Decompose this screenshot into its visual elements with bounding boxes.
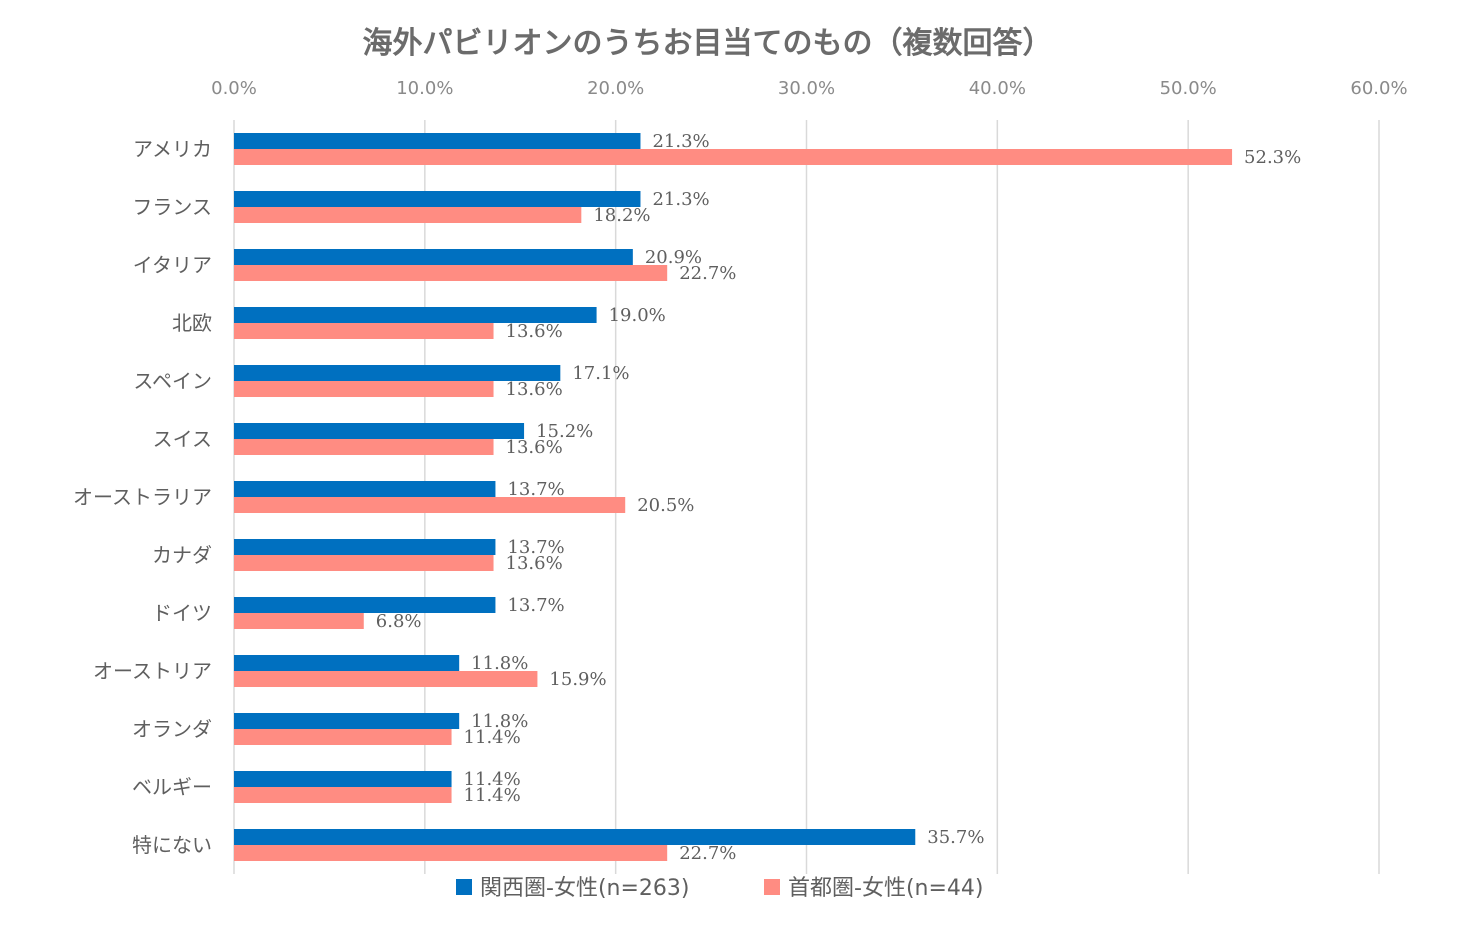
bar-series0	[234, 655, 460, 671]
bar-series1	[234, 671, 538, 687]
legend-swatch	[456, 879, 472, 895]
bar-series1	[234, 323, 494, 339]
x-tick-label: 20.0%	[587, 78, 644, 99]
data-label: 20.5%	[637, 495, 694, 516]
bar-series0	[234, 133, 641, 149]
bar-series1	[234, 613, 364, 629]
bars	[234, 133, 1233, 861]
category-label: フランス	[132, 195, 212, 219]
x-axis-ticks: 0.0% 10.0% 20.0% 30.0% 40.0% 50.0% 60.0%	[211, 78, 1407, 99]
legend-swatch	[764, 879, 780, 895]
bar-series0	[234, 481, 496, 497]
bar-series0	[234, 423, 525, 439]
category-label: ベルギー	[132, 775, 212, 799]
data-label: 11.4%	[464, 785, 521, 806]
bar-series0	[234, 249, 633, 265]
category-label: オーストリア	[93, 659, 212, 683]
legend: 関西圏-女性(n=263) 首都圏-女性(n=44)	[456, 876, 983, 901]
category-label: スイス	[153, 427, 212, 451]
data-label: 13.6%	[506, 379, 563, 400]
data-label: 18.2%	[593, 205, 650, 226]
category-axis: アメリカフランスイタリア北欧スペインスイスオーストラリアカナダドイツオーストリア…	[73, 137, 212, 857]
category-label: カナダ	[152, 543, 212, 567]
data-label: 21.3%	[652, 131, 709, 152]
bar-series1	[234, 265, 668, 281]
legend-label: 関西圏-女性(n=263)	[480, 876, 689, 901]
bar-series1	[234, 845, 668, 861]
bar-series0	[234, 597, 496, 613]
bar-series1	[234, 729, 452, 745]
x-tick-label: 60.0%	[1350, 78, 1407, 99]
data-label: 13.6%	[506, 321, 563, 342]
data-label: 22.7%	[679, 263, 736, 284]
bar-series1	[234, 555, 494, 571]
data-labels: 21.3%52.3%21.3%18.2%20.9%22.7%19.0%13.6%…	[376, 131, 1301, 864]
data-label: 52.3%	[1244, 147, 1301, 168]
data-label: 15.2%	[536, 421, 593, 442]
data-label: 20.9%	[645, 247, 702, 268]
bar-series1	[234, 787, 452, 803]
data-label: 11.4%	[464, 769, 521, 790]
bar-series0	[234, 365, 561, 381]
bar-series1	[234, 381, 494, 397]
bar-series0	[234, 771, 452, 787]
x-tick-label: 40.0%	[969, 78, 1026, 99]
bar-series0	[234, 539, 496, 555]
chart-title: 海外パビリオンのうちお目当てのもの（複数回答）	[362, 26, 1053, 61]
bar-series0	[234, 307, 597, 323]
legend-label: 首都圏-女性(n=44)	[788, 876, 983, 901]
bar-series0	[234, 713, 460, 729]
bar-series0	[234, 829, 916, 845]
data-label: 13.6%	[506, 437, 563, 458]
data-label: 22.7%	[679, 843, 736, 864]
data-label: 13.7%	[507, 537, 564, 558]
bar-series0	[234, 191, 641, 207]
category-label: ドイツ	[152, 601, 212, 625]
data-label: 13.7%	[507, 595, 564, 616]
data-label: 35.7%	[927, 827, 984, 848]
bar-series1	[234, 439, 494, 455]
data-label: 11.4%	[464, 727, 521, 748]
category-label: 北欧	[172, 311, 212, 335]
category-label: アメリカ	[133, 137, 212, 161]
category-label: オーストラリア	[73, 485, 212, 509]
data-label: 11.8%	[471, 711, 528, 732]
category-label: スペイン	[133, 369, 212, 393]
x-tick-label: 30.0%	[778, 78, 835, 99]
data-label: 19.0%	[609, 305, 666, 326]
category-label: 特にない	[132, 833, 212, 857]
data-label: 13.7%	[507, 479, 564, 500]
bar-series1	[234, 149, 1233, 165]
bar-series1	[234, 497, 626, 513]
x-tick-label: 10.0%	[396, 78, 453, 99]
data-label: 11.8%	[471, 653, 528, 674]
data-label: 21.3%	[652, 189, 709, 210]
data-label: 15.9%	[549, 669, 606, 690]
category-label: オランダ	[132, 717, 212, 741]
data-label: 17.1%	[572, 363, 629, 384]
x-tick-label: 50.0%	[1160, 78, 1217, 99]
category-label: イタリア	[133, 253, 212, 277]
x-tick-label: 0.0%	[211, 78, 257, 99]
data-label: 6.8%	[376, 611, 422, 632]
bar-series1	[234, 207, 582, 223]
data-label: 13.6%	[506, 553, 563, 574]
